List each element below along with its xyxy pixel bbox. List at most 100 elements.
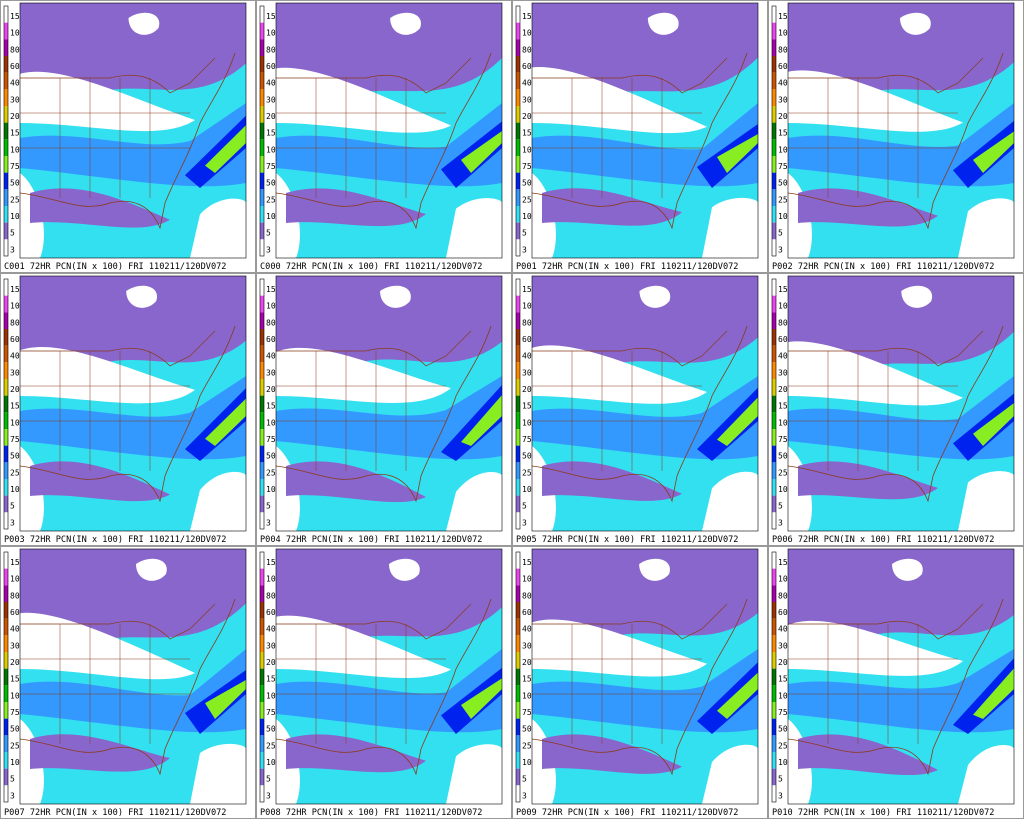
colorbar-label: 5: [10, 775, 15, 784]
colorbar-label: 5: [522, 229, 527, 238]
colorbar-label: 800: [266, 45, 281, 54]
colorbar-label: 400: [778, 625, 793, 634]
colorbar-swatch: [260, 652, 264, 669]
colorbar-swatch: [772, 122, 776, 140]
colorbar-swatch: [4, 752, 8, 769]
colorbar-label: 10: [522, 485, 532, 494]
colorbar-swatch: [516, 635, 520, 652]
colorbar-swatch: [260, 156, 264, 173]
colorbar-label: 75: [10, 708, 20, 717]
precip-light: [30, 734, 170, 772]
precip-very-heavy: [973, 131, 1014, 173]
colorbar-swatch: [260, 552, 264, 569]
precip-none: [190, 471, 246, 531]
colorbar-swatch: [4, 685, 8, 702]
colorbar-swatch: [260, 22, 264, 40]
colorbar-swatch: [772, 222, 776, 240]
colorbar-label: 50: [522, 452, 532, 461]
precip-light: [30, 461, 170, 502]
map-frame: [531, 548, 759, 805]
colorbar-swatch: [772, 39, 776, 56]
colorbar-swatch: [260, 312, 264, 329]
colorbar-label: 3: [10, 245, 15, 254]
precip-none: [532, 345, 707, 404]
precip-light: [286, 461, 426, 503]
colorbar-swatch: [516, 585, 520, 602]
colorbar-swatch: [4, 56, 8, 73]
colorbar-swatch: [772, 552, 776, 569]
border: [20, 603, 216, 640]
colorbar-label: 800: [522, 45, 537, 54]
colorbar-label: 150: [10, 675, 25, 684]
colorbar-swatch: [516, 568, 520, 586]
colorbar-swatch: [772, 429, 776, 446]
colorbar-label: 100: [266, 418, 281, 427]
coastline: [532, 52, 748, 230]
colorbar-label: 50: [10, 179, 20, 188]
colorbar-swatch: [772, 312, 776, 329]
colorbar-label: 5: [266, 775, 271, 784]
colorbar-swatch: [4, 222, 8, 240]
colorbar-label: 50: [522, 725, 532, 734]
precip-none: [388, 558, 420, 581]
colorbar-swatch: [260, 568, 264, 586]
precip-none: [532, 66, 707, 134]
colorbar-label: 100: [10, 691, 25, 700]
colorbar-swatch: [772, 479, 776, 496]
colorbar-frame: [771, 278, 777, 530]
colorbar-label: 600: [778, 608, 793, 617]
precip-light: [286, 734, 426, 773]
colorbar-frame: [771, 551, 777, 803]
colorbar-label: 10: [266, 758, 276, 767]
colorbar-swatch: [260, 462, 264, 479]
colorbar-swatch: [4, 122, 8, 140]
colorbar-label: 400: [522, 625, 537, 634]
colorbar-swatch: [260, 618, 264, 636]
colorbar-swatch: [260, 89, 264, 106]
colorbar-swatch: [260, 768, 264, 786]
colorbar-swatch: [4, 345, 8, 363]
colorbar-swatch: [4, 189, 8, 206]
forecast-panel: 150010008006004003002001501007550251053P…: [768, 0, 1024, 273]
colorbar-label: 50: [778, 452, 788, 461]
colorbar-swatch: [260, 752, 264, 769]
colorbar-swatch: [4, 668, 8, 686]
colorbar-label: 50: [778, 179, 788, 188]
colorbar-swatch: [4, 602, 8, 619]
colorbar-label: 3: [522, 791, 527, 800]
map: [532, 549, 758, 804]
colorbar-swatch: [516, 429, 520, 446]
colorbar-swatch: [260, 602, 264, 619]
colorbar-label: 600: [266, 335, 281, 344]
colorbar-swatch: [260, 362, 264, 379]
colorbar-swatch: [4, 429, 8, 446]
colorbar-swatch: [772, 602, 776, 619]
colorbar-label: 25: [266, 468, 276, 477]
colorbar-swatch: [772, 785, 776, 802]
colorbar-label: 300: [778, 95, 793, 104]
colorbar-swatch: [516, 462, 520, 479]
colorbar-swatch: [4, 768, 8, 786]
colorbar-swatch: [516, 295, 520, 313]
precip-very-heavy: [461, 395, 502, 446]
colorbar-swatch: [516, 512, 520, 529]
colorbar-swatch: [260, 429, 264, 446]
colorbar-frame: [259, 5, 265, 257]
colorbar-swatch: [260, 222, 264, 240]
precip-none: [135, 558, 167, 581]
colorbar-swatch: [4, 635, 8, 652]
colorbar-label: 300: [522, 95, 537, 104]
colorbar-swatch: [4, 329, 8, 346]
colorbar-swatch: [260, 379, 264, 396]
colorbar-label: 10: [10, 485, 20, 494]
colorbar-swatch: [4, 172, 8, 190]
colorbar-label: 50: [522, 179, 532, 188]
map-frame: [787, 2, 1015, 259]
colorbar-swatch: [4, 312, 8, 329]
colorbar-label: 800: [266, 318, 281, 327]
colorbar-swatch: [516, 552, 520, 569]
colorbar-swatch: [516, 172, 520, 190]
colorbar-swatch: [4, 785, 8, 802]
colorbar-swatch: [260, 329, 264, 346]
colorbar-label: 3: [10, 518, 15, 527]
